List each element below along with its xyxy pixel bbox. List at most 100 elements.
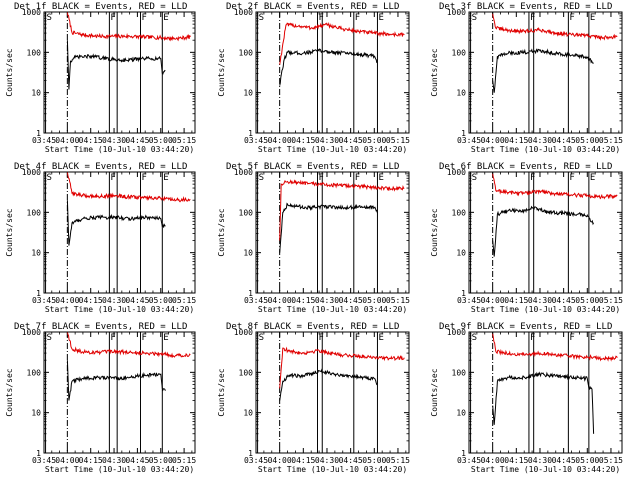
event-marker-label: F bbox=[142, 13, 147, 23]
event-marker-label: S bbox=[259, 13, 264, 23]
y-tick-label: 1 bbox=[461, 129, 466, 138]
x-axis-label: Start Time (10-Jul-10 03:44:20) bbox=[471, 305, 620, 314]
event-marker-label: S bbox=[47, 173, 52, 183]
x-tick-label: 03:45 bbox=[32, 296, 56, 305]
chart-panel: Det 3f BLACK = Events, RED = LLD Counts/s… bbox=[430, 2, 623, 154]
plot-frame bbox=[255, 331, 410, 454]
x-tick-label: 05:15 bbox=[386, 296, 410, 305]
chart-title: Det 7f BLACK = Events, RED = LLD bbox=[14, 322, 187, 332]
x-tick-label: 04:15 bbox=[291, 296, 315, 305]
x-tick-label: 04:00 bbox=[268, 296, 292, 305]
chart-panel: Det 8f BLACK = Events, RED = LLD Counts/s… bbox=[217, 322, 410, 474]
series-line-lld bbox=[66, 11, 191, 42]
y-tick-label: 10 bbox=[456, 89, 466, 98]
x-tick-label: 05:00 bbox=[362, 136, 386, 145]
series-line-lld bbox=[66, 171, 191, 203]
y-tick-label: 10 bbox=[456, 249, 466, 258]
y-tick-label: 100 bbox=[452, 48, 467, 57]
y-tick-label: 100 bbox=[27, 48, 42, 57]
x-tick-label: 04:45 bbox=[339, 456, 363, 465]
x-tick-label: 04:15 bbox=[291, 136, 315, 145]
y-tick-label: 10 bbox=[243, 249, 253, 258]
x-tick-label: 04:15 bbox=[504, 456, 528, 465]
x-tick-label: 05:15 bbox=[172, 456, 196, 465]
chart-title: Det 2f BLACK = Events, RED = LLD bbox=[226, 2, 399, 12]
x-tick-label: 03:45 bbox=[244, 456, 268, 465]
x-tick-label: 03:45 bbox=[32, 456, 56, 465]
plot-frame bbox=[255, 171, 410, 294]
event-marker-label: E bbox=[378, 173, 383, 183]
x-tick-label: 04:30 bbox=[102, 296, 126, 305]
event-marker-label: F bbox=[355, 13, 360, 23]
chart-title: Det 1f BLACK = Events, RED = LLD bbox=[14, 2, 187, 12]
event-marker-label: F bbox=[142, 333, 147, 343]
chart-title: Det 9f BLACK = Events, RED = LLD bbox=[439, 322, 612, 332]
x-tick-label: 04:45 bbox=[125, 136, 149, 145]
x-tick-label: 05:00 bbox=[575, 136, 599, 145]
plot-frame bbox=[255, 11, 410, 134]
event-marker-label: F bbox=[569, 333, 574, 343]
x-tick-label: 05:00 bbox=[362, 296, 386, 305]
x-tick-label: 04:15 bbox=[291, 456, 315, 465]
event-marker-label: S bbox=[47, 13, 52, 23]
x-tick-label: 04:45 bbox=[125, 456, 149, 465]
event-marker-label: F bbox=[530, 333, 535, 343]
event-marker-label: F bbox=[530, 13, 535, 23]
x-tick-label: 05:15 bbox=[172, 296, 196, 305]
x-tick-label: 03:45 bbox=[457, 136, 481, 145]
y-tick-label: 100 bbox=[27, 368, 42, 377]
event-marker-label: F bbox=[569, 173, 574, 183]
x-tick-label: 04:45 bbox=[339, 136, 363, 145]
x-tick-label: 04:00 bbox=[481, 296, 505, 305]
y-tick-label: 10 bbox=[31, 249, 41, 258]
y-tick-label: 1 bbox=[248, 129, 253, 138]
y-tick-label: 100 bbox=[452, 368, 467, 377]
plot-frame bbox=[43, 171, 196, 294]
event-marker-label: F bbox=[355, 333, 360, 343]
event-marker-label: S bbox=[259, 173, 264, 183]
x-axis-label: Start Time (10-Jul-10 03:44:20) bbox=[258, 145, 407, 154]
plot-frame bbox=[43, 331, 196, 454]
x-tick-label: 04:15 bbox=[504, 296, 528, 305]
x-tick-label: 04:30 bbox=[315, 456, 339, 465]
x-tick-label: 05:00 bbox=[149, 136, 173, 145]
event-marker-label: E bbox=[163, 173, 168, 183]
event-marker-label: F bbox=[319, 333, 324, 343]
y-tick-label: 1 bbox=[461, 449, 466, 458]
y-tick-label: 10 bbox=[31, 89, 41, 98]
event-marker-label: S bbox=[472, 333, 477, 343]
x-tick-label: 04:00 bbox=[55, 456, 79, 465]
x-tick-label: 04:30 bbox=[528, 456, 552, 465]
y-tick-label: 1000 bbox=[234, 168, 253, 177]
event-marker-label: F bbox=[569, 13, 574, 23]
event-marker-label: E bbox=[590, 13, 595, 23]
event-marker-label: S bbox=[472, 13, 477, 23]
y-tick-label: 1000 bbox=[22, 168, 41, 177]
y-tick-label: 100 bbox=[239, 368, 254, 377]
x-tick-label: 05:00 bbox=[149, 456, 173, 465]
event-marker-label: E bbox=[163, 13, 168, 23]
event-marker-label: S bbox=[259, 333, 264, 343]
event-marker-label: F bbox=[355, 173, 360, 183]
plot-frame bbox=[468, 171, 623, 294]
x-tick-label: 05:15 bbox=[599, 136, 623, 145]
y-tick-label: 1 bbox=[36, 449, 41, 458]
y-tick-label: 100 bbox=[239, 48, 254, 57]
x-tick-label: 04:30 bbox=[315, 136, 339, 145]
x-tick-label: 05:00 bbox=[149, 296, 173, 305]
y-axis-label: Counts/sec bbox=[430, 48, 439, 96]
x-tick-label: 05:15 bbox=[386, 136, 410, 145]
y-axis-label: Counts/sec bbox=[217, 48, 226, 96]
y-tick-label: 1 bbox=[248, 449, 253, 458]
chart-title: Det 8f BLACK = Events, RED = LLD bbox=[226, 322, 399, 332]
chart-panel: Det 1f BLACK = Events, RED = LLD Counts/s… bbox=[5, 2, 196, 154]
x-tick-label: 03:45 bbox=[457, 456, 481, 465]
chart-panel: Det 4f BLACK = Events, RED = LLD Counts/s… bbox=[5, 162, 196, 314]
series-line-events bbox=[66, 200, 166, 246]
y-axis-label: Counts/sec bbox=[5, 48, 14, 96]
event-marker-label: F bbox=[110, 13, 115, 23]
x-tick-label: 03:45 bbox=[244, 136, 268, 145]
chart-panel: Det 7f BLACK = Events, RED = LLD Counts/s… bbox=[5, 322, 196, 474]
y-tick-label: 10 bbox=[243, 89, 253, 98]
y-axis-label: Counts/sec bbox=[430, 368, 439, 416]
